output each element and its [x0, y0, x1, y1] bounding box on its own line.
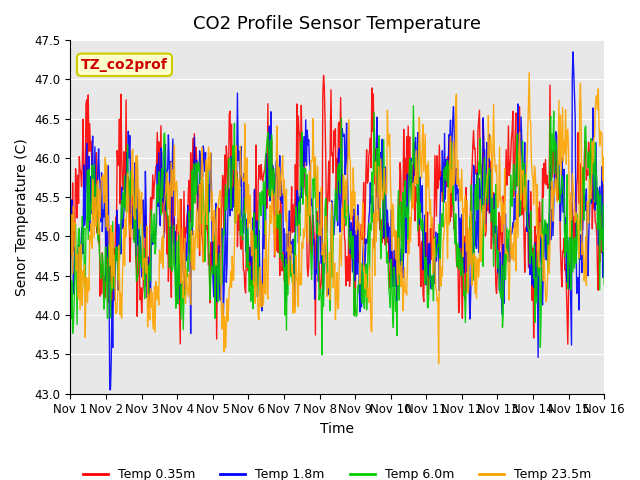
Title: CO2 Profile Sensor Temperature: CO2 Profile Sensor Temperature — [193, 15, 481, 33]
X-axis label: Time: Time — [320, 422, 355, 436]
Legend: Temp 0.35m, Temp 1.8m, Temp 6.0m, Temp 23.5m: Temp 0.35m, Temp 1.8m, Temp 6.0m, Temp 2… — [78, 464, 596, 480]
Text: TZ_co2prof: TZ_co2prof — [81, 58, 168, 72]
Y-axis label: Senor Temperature (C): Senor Temperature (C) — [15, 138, 29, 296]
